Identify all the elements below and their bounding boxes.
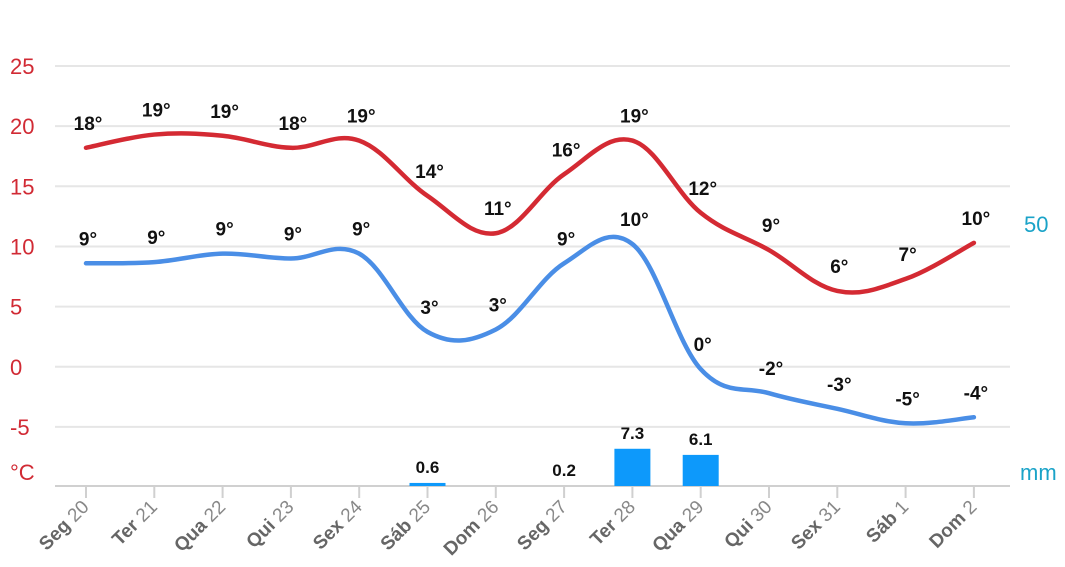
- max-temp-label: 19°: [142, 101, 171, 122]
- min-temp-label: 9°: [216, 220, 234, 241]
- min-temp-label: 0°: [694, 335, 712, 356]
- min-temp-label: -4°: [964, 383, 989, 404]
- min-temp-label: 9°: [79, 229, 97, 250]
- y-tick-label: 10: [10, 234, 34, 259]
- min-temp-label: -3°: [827, 375, 852, 396]
- max-temp-label: 19°: [347, 107, 376, 128]
- max-temp-label: 18°: [74, 114, 103, 135]
- precipitation-label: 7.3: [621, 424, 645, 443]
- precipitation-label: 6.1: [689, 430, 713, 449]
- max-temp-label: 19°: [210, 102, 239, 123]
- y-axis-right: 50: [1024, 212, 1048, 237]
- x-tick-label: Seg 27: [513, 497, 571, 555]
- y-tick-label: 5: [10, 295, 22, 320]
- x-tick-label: Qui 23: [243, 497, 299, 553]
- min-temp-label: -5°: [895, 389, 920, 410]
- temperature-lines: [83, 131, 977, 426]
- max-temp-label: 18°: [279, 114, 308, 135]
- max-temp-label: 9°: [762, 216, 780, 237]
- precipitation-bars: 0.6 0.2 7.3 6.1: [409, 424, 719, 486]
- precipitation-bar: [614, 448, 651, 486]
- precipitation-label: 0.2: [552, 461, 576, 480]
- min-temp-label: 9°: [147, 228, 165, 249]
- y-tick-label: 15: [10, 174, 34, 199]
- max-temp-label: 14°: [415, 162, 444, 183]
- min-temp-label: 3°: [489, 295, 507, 316]
- max-temp-label: 7°: [899, 245, 917, 266]
- precipitation-bar: [409, 482, 446, 486]
- x-tick-label: Sex 31: [787, 497, 844, 554]
- y-right-tick-label: 50: [1024, 212, 1048, 237]
- x-tick-label: Seg 20: [35, 497, 93, 555]
- y-tick-label: 0: [10, 355, 22, 380]
- chart-grid: [55, 65, 1010, 487]
- x-tick-label: Sáb 25: [377, 497, 435, 555]
- x-tick-label: Sex 24: [309, 496, 367, 554]
- y-axis-left: 25 20 15 10 5 0 -5: [10, 54, 34, 440]
- min-temp-label: 10°: [620, 210, 649, 231]
- min-temp-label: 9°: [284, 224, 302, 245]
- temperature-labels: 18° 19° 19° 18° 19° 14° 11° 16° 19° 12° 9° 6° 7° 10° 9…: [74, 101, 991, 411]
- x-tick-label: Qua 22: [170, 497, 230, 557]
- min-temp-label: -2°: [759, 359, 784, 380]
- y-tick-label: 20: [10, 114, 34, 139]
- x-tick-label: Dom 26: [440, 497, 503, 560]
- y-right-unit-label: mm: [1020, 460, 1057, 485]
- max-temp-line: [83, 131, 977, 295]
- max-temp-label: 11°: [484, 199, 512, 220]
- x-tick-label: Qua 29: [649, 497, 709, 557]
- min-temp-label: 9°: [352, 220, 370, 241]
- x-tick-label: Sáb 1: [862, 497, 913, 548]
- y-tick-label: 25: [10, 54, 34, 79]
- y-left-unit-label: °C: [10, 460, 35, 485]
- y-tick-label: -5: [10, 415, 30, 440]
- x-tick-label: Qui 30: [721, 497, 777, 553]
- max-temp-label: 10°: [962, 209, 991, 230]
- precipitation-bar: [682, 454, 719, 486]
- min-temp-label: 3°: [420, 298, 438, 319]
- x-tick-label: Dom 2: [926, 497, 982, 553]
- x-tick-label: Ter 21: [108, 497, 161, 550]
- min-temp-label: 9°: [557, 229, 575, 250]
- max-temp-label: 16°: [552, 140, 581, 161]
- max-temp-label: 19°: [620, 107, 649, 128]
- max-temp-label: 6°: [830, 257, 848, 278]
- min-temp-line: [83, 234, 977, 426]
- x-tick-label: Ter 28: [586, 497, 639, 550]
- precipitation-label: 0.6: [416, 458, 440, 477]
- max-temp-label: 12°: [688, 179, 717, 200]
